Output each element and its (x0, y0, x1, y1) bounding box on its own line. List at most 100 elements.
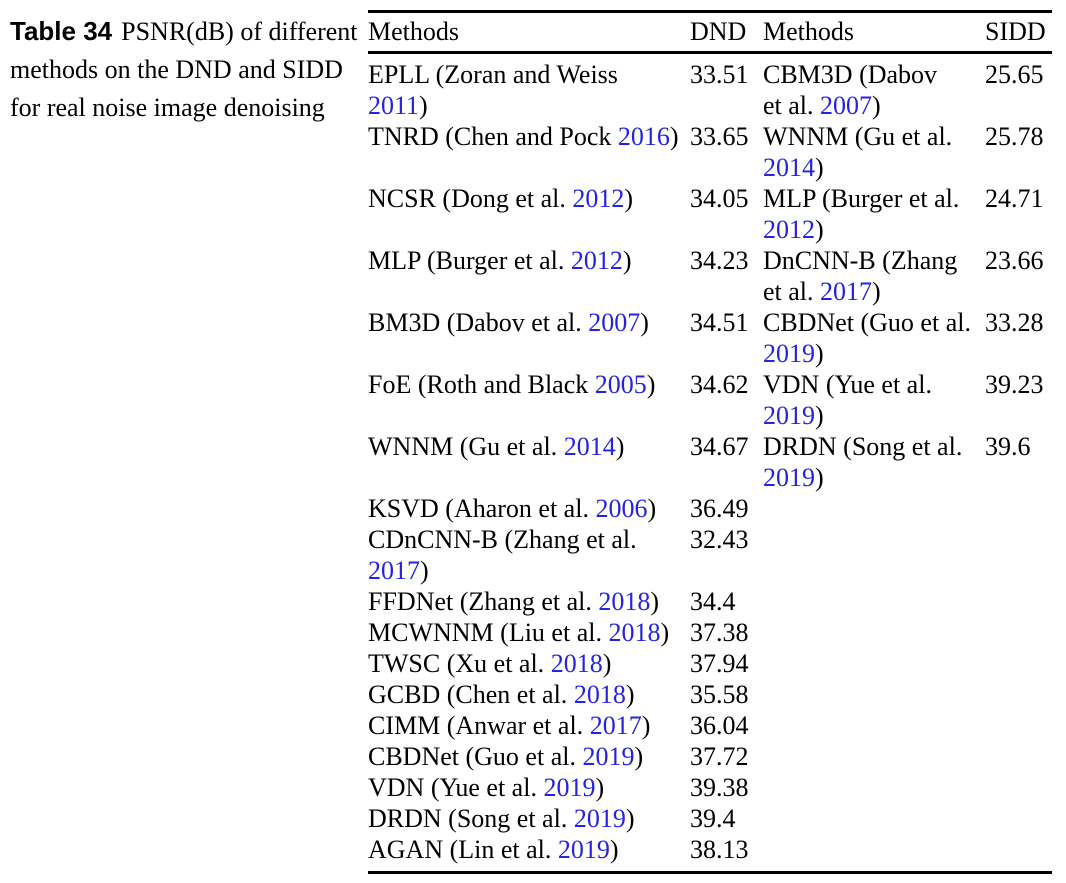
sidd-psnr-value (985, 524, 1052, 586)
table-row: FoE (Roth and Black 2005) 34.62 VDN (Yue e… (368, 369, 1052, 431)
table-row: KSVD (Aharon et al. 2006) 36.49 (368, 493, 1052, 524)
citation-year-link[interactable]: 2019 (557, 835, 610, 864)
table-row: TWSC (Xu et al. 2018) 37.94 (368, 648, 1052, 679)
sidd-psnr-value (985, 741, 1052, 772)
citation-year-link[interactable]: 2017 (368, 556, 420, 585)
table-row: CBDNet (Guo et al. 2019) 37.72 (368, 741, 1052, 772)
citation-year-link[interactable]: 2019 (763, 463, 815, 492)
sidd-psnr-value (985, 679, 1052, 710)
dnd-psnr-value: 34.05 (690, 184, 749, 213)
dnd-psnr-value: 34.23 (690, 246, 749, 275)
method-cell: MLP (Burger et al. 2012) (368, 246, 632, 275)
citation-year-link[interactable]: 2007 (820, 91, 873, 120)
sidd-psnr-value (985, 493, 1052, 524)
sidd-psnr-value: 23.66 (985, 246, 1044, 275)
dnd-psnr-value: 35.58 (690, 680, 749, 709)
caption-line-2: methods on the DND and SIDD (10, 55, 343, 84)
dnd-psnr-value: 38.13 (690, 835, 749, 864)
method-cell: FFDNet (Zhang et al. 2018) (368, 587, 660, 616)
citation-year-link[interactable]: 2018 (573, 680, 626, 709)
table-row: EPLL (Zoran and Weiss 2011) 33.51 CBM3D (Da… (368, 53, 1052, 122)
method-cell: MLP (Burger et al. 2012) (763, 184, 960, 244)
citation-year-link[interactable]: 2016 (617, 122, 670, 151)
citation-year-link[interactable]: 2014 (563, 432, 616, 461)
method-cell: CBM3D (Dabov et al. 2007) (763, 60, 938, 120)
citation-year-link[interactable]: 2019 (763, 401, 815, 430)
method-cell: VDN (Yue et al. 2019) (763, 370, 932, 430)
dnd-psnr-value: 33.51 (690, 60, 749, 89)
citation-year-link[interactable]: 2018 (608, 618, 661, 647)
method-cell: FoE (Roth and Black 2005) (368, 370, 656, 399)
table-row: BM3D (Dabov et al. 2007) 34.51 CBDNet (Guo… (368, 307, 1052, 369)
sidd-psnr-value: 39.6 (985, 432, 1031, 461)
method-cell (763, 710, 985, 741)
citation-year-link[interactable]: 2019 (763, 339, 815, 368)
table-row: DRDN (Song et al. 2019) 39.4 (368, 803, 1052, 834)
column-header-methods-right: Methods (763, 11, 985, 54)
table-row: CDnCNN-B (Zhang et al. 2017) 32.43 (368, 524, 1052, 586)
sidd-psnr-value (985, 617, 1052, 648)
citation-year-link[interactable]: 2006 (595, 494, 648, 523)
sidd-psnr-value (985, 710, 1052, 741)
method-cell (763, 586, 985, 617)
method-cell: EPLL (Zoran and Weiss 2011) (368, 60, 618, 120)
column-header-methods-left: Methods (368, 11, 690, 54)
sidd-psnr-value (985, 803, 1052, 834)
table-row: WNNM (Gu et al. 2014) 34.67 DRDN (Song et … (368, 431, 1052, 493)
citation-year-link[interactable]: 2012 (763, 215, 815, 244)
method-cell: TNRD (Chen and Pock 2016) (368, 122, 679, 151)
dnd-psnr-value: 39.38 (690, 773, 749, 802)
caption-line-1: PSNR(dB) of different (121, 17, 358, 46)
method-cell: NCSR (Dong et al. 2012) (368, 184, 634, 213)
sidd-psnr-value (985, 586, 1052, 617)
method-cell (763, 493, 985, 524)
method-cell: CIMM (Anwar et al. 2017) (368, 711, 651, 740)
method-cell: WNNM (Gu et al. 2014) (763, 122, 953, 182)
citation-year-link[interactable]: 2005 (594, 370, 647, 399)
table-body: EPLL (Zoran and Weiss 2011) 33.51 CBM3D (Da… (368, 53, 1052, 873)
method-cell: BM3D (Dabov et al. 2007) (368, 308, 649, 337)
table-row: MCWNNM (Liu et al. 2018) 37.38 (368, 617, 1052, 648)
citation-year-link[interactable]: 2018 (550, 649, 603, 678)
citation-year-link[interactable]: 2017 (589, 711, 642, 740)
citation-year-link[interactable]: 2012 (572, 184, 625, 213)
method-cell: CDnCNN-B (Zhang et al. 2017) (368, 525, 637, 585)
method-cell: WNNM (Gu et al. 2014) (368, 432, 625, 461)
method-cell: CBDNet (Guo et al. 2019) (368, 742, 644, 771)
psnr-results-table: Methods DND Methods SIDD EPLL (Zoran and… (368, 10, 1052, 874)
sidd-psnr-value: 25.78 (985, 122, 1044, 151)
citation-year-link[interactable]: 2019 (573, 804, 626, 833)
method-cell: DRDN (Song et al. 2019) (763, 432, 963, 492)
method-cell (763, 679, 985, 710)
method-cell: AGAN (Lin et al. 2019) (368, 835, 619, 864)
table-caption: Table 34 PSNR(dB) of different methods on… (10, 12, 368, 127)
sidd-psnr-value: 33.28 (985, 308, 1044, 337)
citation-year-link[interactable]: 2011 (368, 91, 420, 120)
table-row: TNRD (Chen and Pock 2016) 33.65 WNNM (Gu e… (368, 121, 1052, 183)
method-cell: MCWNNM (Liu et al. 2018) (368, 618, 670, 647)
column-header-dnd: DND (690, 11, 763, 54)
sidd-psnr-value (985, 648, 1052, 679)
citation-year-link[interactable]: 2018 (598, 587, 651, 616)
citation-year-link[interactable]: 2014 (763, 153, 815, 182)
table-row: NCSR (Dong et al. 2012) 34.05 MLP (Burger … (368, 183, 1052, 245)
table-row: FFDNet (Zhang et al. 2018) 34.4 (368, 586, 1052, 617)
citation-year-link[interactable]: 2012 (570, 246, 623, 275)
citation-year-link[interactable]: 2007 (588, 308, 641, 337)
dnd-psnr-value: 34.62 (690, 370, 749, 399)
citation-year-link[interactable]: 2019 (582, 742, 635, 771)
method-cell (763, 648, 985, 679)
table-header-row: Methods DND Methods SIDD (368, 11, 1052, 54)
method-cell (763, 617, 985, 648)
citation-year-link[interactable]: 2017 (820, 277, 873, 306)
sidd-psnr-value (985, 834, 1052, 873)
citation-year-link[interactable]: 2019 (543, 773, 596, 802)
dnd-psnr-value: 37.38 (690, 618, 749, 647)
dnd-psnr-value: 37.94 (690, 649, 749, 678)
method-cell: DRDN (Song et al. 2019) (368, 804, 635, 833)
table-caption-label: Table 34 (10, 16, 113, 46)
sidd-psnr-value: 24.71 (985, 184, 1044, 213)
sidd-psnr-value: 39.23 (985, 370, 1044, 399)
dnd-psnr-value: 34.51 (690, 308, 749, 337)
